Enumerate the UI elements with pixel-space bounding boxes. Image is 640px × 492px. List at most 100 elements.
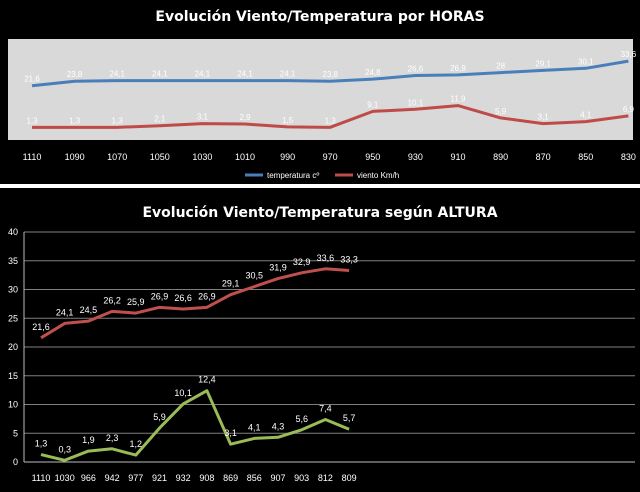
altitude-data-label: 30,5 <box>246 271 264 281</box>
altitude-x-tick-label: 907 <box>270 473 285 483</box>
hours-x-axis: 1110 1090 1070 1050 1030 1010 990 970 950 930 910 8… <box>23 152 636 162</box>
hours-data-label: 1,3 <box>69 116 81 125</box>
hours-data-label: 4,1 <box>580 111 592 120</box>
hours-data-label: 5,9 <box>495 107 507 116</box>
altitude-data-label: 31,9 <box>269 263 287 273</box>
hours-data-label: 23,8 <box>67 70 83 79</box>
hours-data-label: 2,1 <box>154 115 166 124</box>
hours-series-line-0 <box>31 59 629 88</box>
altitude-series-group: 21,6 24,1 24,5 26,2 25,9 26,9 26,6 26,9 29,1 30,5… <box>32 253 358 462</box>
hours-data-label: 11,9 <box>451 95 467 104</box>
hours-series-group: 21,6 23,8 24,1 24,1 24,1 24,1 24,1 23,8 24,8 26,6… <box>24 50 637 129</box>
altitude-data-label: 0,3 <box>58 444 71 454</box>
hours-x-tick-label: 990 <box>280 152 295 162</box>
altitude-x-tick-label: 856 <box>247 473 262 483</box>
altitude-x-tick-label: 1030 <box>55 473 75 483</box>
altitude-x-tick-label: 977 <box>128 473 143 483</box>
hours-data-label: 21,6 <box>24 75 40 84</box>
altitude-data-label: 2,3 <box>106 433 119 443</box>
hours-series-line-1 <box>32 104 629 129</box>
hours-data-label: 3,1 <box>538 113 550 122</box>
hours-data-label: 1,3 <box>112 116 124 125</box>
altitude-x-tick-label: 942 <box>105 473 120 483</box>
hours-x-tick-label: 830 <box>621 152 636 162</box>
hours-data-label: 24,1 <box>237 70 253 79</box>
altitude-y-tick-label: 15 <box>8 371 18 381</box>
altitude-data-label: 26,9 <box>151 291 169 301</box>
hours-x-tick-label: 1010 <box>235 152 255 162</box>
altitude-y-axis: 0 5 10 15 20 25 30 35 40 <box>8 227 18 467</box>
altitude-data-label: 25,9 <box>127 297 145 307</box>
hours-data-label: 24,1 <box>280 70 296 79</box>
hours-data-label: 6,9 <box>623 105 635 114</box>
altitude-x-tick-label: 1110 <box>32 473 51 483</box>
altitude-data-label: 3,1 <box>224 428 237 438</box>
altitude-data-label: 5,9 <box>153 412 166 422</box>
hours-data-label: 30,1 <box>578 57 594 66</box>
altitude-y-tick-label: 10 <box>8 400 18 410</box>
altitude-x-tick-label: 903 <box>294 473 309 483</box>
altitude-y-tick-label: 20 <box>8 342 18 352</box>
hours-data-label: 1,5 <box>282 116 294 125</box>
altitude-data-label: 4,1 <box>248 422 261 432</box>
altitude-data-label: 26,9 <box>198 291 216 301</box>
altitude-y-tick-label: 0 <box>13 457 18 467</box>
hours-x-tick-label: 910 <box>450 152 465 162</box>
hours-x-tick-label: 1090 <box>65 152 85 162</box>
hours-legend: temperatura cº viento Km/h <box>245 171 399 180</box>
hours-data-label: 24,1 <box>195 70 211 79</box>
altitude-data-label: 29,1 <box>222 279 240 289</box>
hours-data-label: 3,1 <box>197 113 209 122</box>
altitude-data-label: 32,9 <box>293 257 311 267</box>
hours-data-label: 26,6 <box>408 64 424 73</box>
altitude-data-label: 33,3 <box>340 255 358 265</box>
hours-plot-area <box>8 39 633 140</box>
hours-x-tick-label: 970 <box>323 152 338 162</box>
altitude-series-line-0 <box>40 267 350 340</box>
altitude-data-label: 1,3 <box>35 439 48 449</box>
altitude-data-label: 10,1 <box>174 388 192 398</box>
hours-x-tick-label: 1110 <box>23 152 42 162</box>
altitude-chart: Evolución Viento/Temperatura según ALTUR… <box>8 205 635 483</box>
altitude-data-label: 24,1 <box>56 307 74 317</box>
legend-label-1: viento Km/h <box>357 171 399 180</box>
hours-data-label: 24,1 <box>109 70 125 79</box>
hours-x-tick-label: 850 <box>578 152 593 162</box>
hours-x-tick-label: 870 <box>536 152 551 162</box>
altitude-x-tick-label: 921 <box>152 473 167 483</box>
altitude-x-tick-label: 932 <box>176 473 191 483</box>
altitude-data-label: 5,7 <box>343 413 356 423</box>
hours-x-tick-label: 1070 <box>107 152 127 162</box>
hours-data-label: 33,6 <box>621 50 637 59</box>
hours-data-label: 26,9 <box>450 64 466 73</box>
altitude-x-tick-label: 966 <box>81 473 96 483</box>
altitude-data-label: 26,2 <box>103 295 121 305</box>
altitude-y-tick-label: 35 <box>8 256 18 266</box>
altitude-chart-title: Evolución Viento/Temperatura según ALTUR… <box>142 205 497 221</box>
hours-data-label: 23,8 <box>322 70 338 79</box>
altitude-series-line-1 <box>40 389 350 462</box>
altitude-data-label: 21,6 <box>32 322 50 332</box>
altitude-x-tick-label: 809 <box>342 473 357 483</box>
hours-data-label: 1,3 <box>26 116 38 125</box>
hours-data-label: 2,9 <box>239 113 251 122</box>
hours-chart-title: Evolución Viento/Temperatura por HORAS <box>155 9 484 25</box>
hours-data-label: 9,1 <box>367 100 379 109</box>
hours-data-label: 24,8 <box>365 68 381 77</box>
altitude-x-tick-label: 812 <box>318 473 333 483</box>
altitude-x-tick-label: 869 <box>223 473 238 483</box>
hours-x-tick-label: 890 <box>493 152 508 162</box>
hours-x-tick-label: 1030 <box>192 152 212 162</box>
hours-data-label: 28 <box>496 62 505 71</box>
altitude-data-label: 5,6 <box>295 414 308 424</box>
altitude-data-label: 1,2 <box>130 439 143 449</box>
hours-data-label: 29,1 <box>535 59 551 68</box>
hours-x-tick-label: 1050 <box>150 152 170 162</box>
hours-data-label: 24,1 <box>152 70 168 79</box>
hours-data-label: 10,1 <box>408 98 424 107</box>
altitude-data-label: 4,3 <box>272 421 285 431</box>
altitude-y-tick-label: 40 <box>8 227 18 237</box>
altitude-data-label: 12,4 <box>198 375 216 385</box>
hours-x-tick-label: 950 <box>365 152 380 162</box>
hours-data-label: 1,3 <box>325 116 337 125</box>
